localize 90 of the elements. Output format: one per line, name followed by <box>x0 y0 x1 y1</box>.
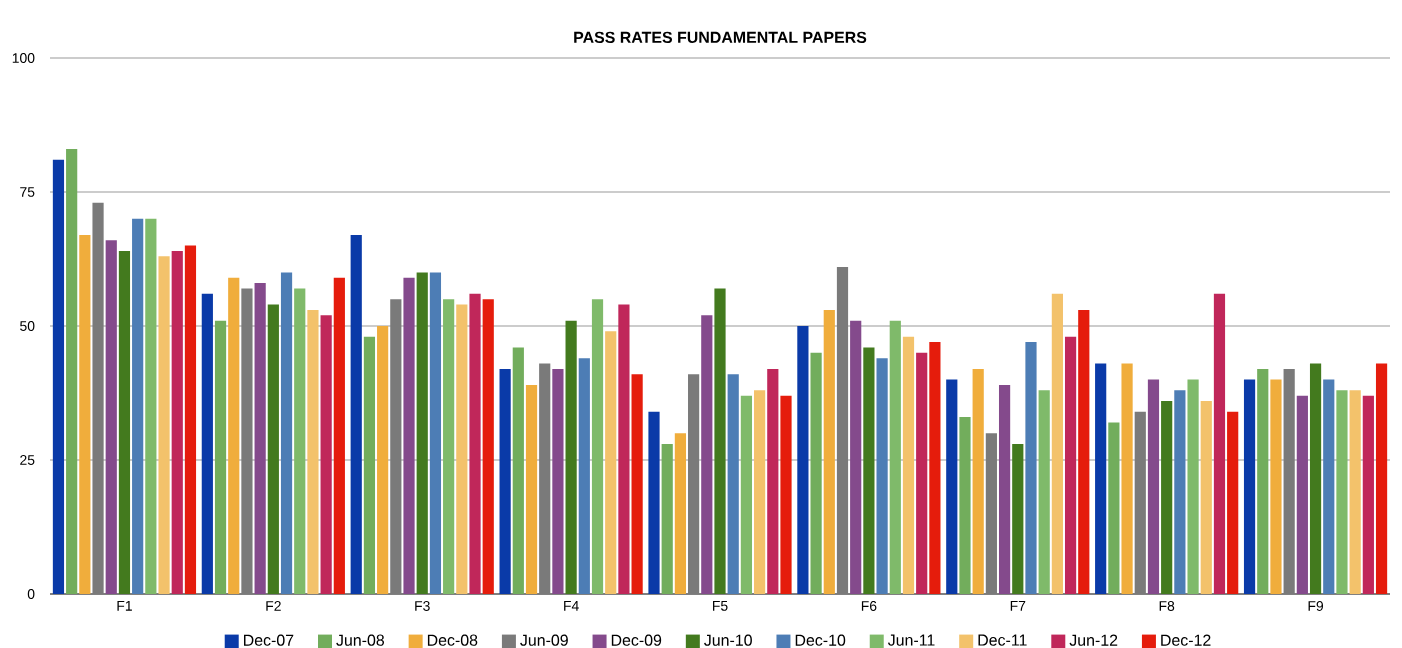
bar <box>280 272 293 594</box>
bar <box>902 336 915 594</box>
bar <box>132 218 144 594</box>
bar <box>674 433 687 594</box>
bar <box>578 358 590 594</box>
bar <box>66 149 78 594</box>
bar <box>254 283 266 594</box>
bar <box>145 218 157 594</box>
bar <box>1187 379 1199 594</box>
bar <box>1336 390 1348 594</box>
bar <box>201 293 213 594</box>
bar <box>1078 309 1090 594</box>
bar <box>443 299 455 594</box>
bar <box>631 374 643 594</box>
bar <box>214 320 227 594</box>
bar <box>823 309 835 594</box>
bar <box>850 320 862 594</box>
bar <box>959 417 971 594</box>
bar <box>1349 390 1361 594</box>
bar <box>916 352 928 594</box>
bar <box>701 315 713 594</box>
bar <box>972 368 984 594</box>
bar <box>1095 363 1107 594</box>
bar <box>1296 395 1308 594</box>
bar <box>605 331 617 594</box>
bar <box>118 250 131 594</box>
bar <box>184 245 197 594</box>
bar <box>307 309 319 594</box>
bar <box>863 347 875 594</box>
bar <box>1257 368 1269 594</box>
bar <box>1161 401 1173 594</box>
bar <box>740 395 753 594</box>
bar <box>714 288 726 594</box>
bar <box>228 277 240 594</box>
bar <box>105 240 117 594</box>
bar <box>482 299 494 594</box>
bar <box>1323 379 1335 594</box>
bar <box>754 390 766 594</box>
bar <box>929 342 941 594</box>
bar <box>1108 422 1120 594</box>
bar <box>565 320 577 594</box>
bar <box>998 384 1011 594</box>
bar <box>661 443 673 594</box>
bar <box>1064 336 1077 594</box>
bar <box>648 411 660 594</box>
bar <box>525 384 538 594</box>
bar <box>591 299 604 594</box>
bar <box>79 234 91 594</box>
bar <box>618 304 630 594</box>
bar <box>469 293 481 594</box>
bar <box>1121 363 1133 594</box>
bar <box>1147 379 1160 594</box>
bar <box>333 277 345 594</box>
bar <box>294 288 306 594</box>
bar <box>889 320 901 594</box>
bar <box>810 352 822 594</box>
bar <box>1038 390 1050 594</box>
bar <box>1025 342 1037 594</box>
bar <box>1174 390 1186 594</box>
bar <box>1012 443 1024 594</box>
bar <box>363 336 376 594</box>
bar <box>1243 379 1256 594</box>
bar <box>1200 401 1212 594</box>
bar <box>1270 379 1282 594</box>
bar <box>320 315 332 594</box>
bar <box>1375 363 1388 594</box>
bar <box>797 326 809 594</box>
bar <box>377 326 389 594</box>
bar <box>780 395 792 594</box>
bar <box>552 368 564 594</box>
bar <box>946 379 958 594</box>
bar <box>1362 395 1374 594</box>
bar <box>499 368 511 594</box>
bar <box>767 368 779 594</box>
bar <box>1051 293 1063 594</box>
bar <box>403 277 415 594</box>
bar <box>1227 411 1239 594</box>
bar <box>456 304 468 594</box>
bar <box>1213 293 1226 594</box>
bar <box>876 358 888 594</box>
bar <box>52 159 65 594</box>
bar <box>727 374 739 594</box>
bar <box>1309 363 1322 594</box>
bar <box>512 347 524 594</box>
bar <box>171 250 183 594</box>
bar <box>350 234 362 594</box>
bar <box>158 256 170 594</box>
bar <box>416 272 428 594</box>
bar <box>267 304 279 594</box>
bar <box>429 272 442 594</box>
